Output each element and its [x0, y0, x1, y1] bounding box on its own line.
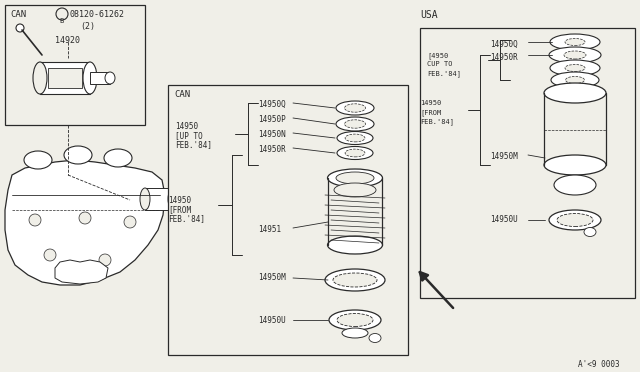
Ellipse shape: [325, 269, 385, 291]
Ellipse shape: [584, 228, 596, 237]
Ellipse shape: [24, 151, 52, 169]
Text: CAN: CAN: [174, 90, 190, 99]
Ellipse shape: [337, 131, 373, 144]
Ellipse shape: [336, 172, 374, 184]
Ellipse shape: [564, 51, 586, 59]
Text: 14950U: 14950U: [490, 215, 518, 224]
Ellipse shape: [565, 38, 585, 45]
Text: 14950R: 14950R: [490, 53, 518, 62]
Text: FEB.'84]: FEB.'84]: [420, 118, 454, 125]
Ellipse shape: [337, 314, 373, 327]
Circle shape: [56, 8, 68, 20]
Bar: [145, 188, 173, 210]
Text: [4950: [4950: [427, 52, 448, 59]
Text: FEB.'84]: FEB.'84]: [168, 214, 205, 223]
Ellipse shape: [345, 149, 365, 157]
Ellipse shape: [550, 34, 600, 50]
Ellipse shape: [64, 146, 92, 164]
Text: USA: USA: [420, 10, 438, 20]
Text: 14950R: 14950R: [258, 145, 285, 154]
Text: 14950P: 14950P: [258, 115, 285, 124]
Text: CUP TO: CUP TO: [427, 61, 452, 67]
Text: [FROM: [FROM: [420, 109, 441, 116]
Text: 14920: 14920: [55, 36, 80, 45]
Text: FEB.'84]: FEB.'84]: [175, 140, 212, 149]
Text: 14950: 14950: [420, 100, 441, 106]
Text: 14950: 14950: [175, 122, 198, 131]
Polygon shape: [5, 160, 165, 285]
Ellipse shape: [140, 188, 150, 210]
Ellipse shape: [329, 310, 381, 330]
Text: FEB.'84]: FEB.'84]: [427, 70, 461, 77]
Circle shape: [44, 249, 56, 261]
Ellipse shape: [369, 334, 381, 343]
Bar: [420, 28, 635, 298]
Ellipse shape: [342, 328, 368, 338]
Ellipse shape: [557, 214, 593, 227]
Text: [FROM: [FROM: [168, 205, 191, 214]
Ellipse shape: [336, 117, 374, 131]
Text: [UP TO: [UP TO: [175, 131, 203, 140]
Ellipse shape: [33, 62, 47, 94]
Bar: [90, 72, 110, 84]
Circle shape: [99, 254, 111, 266]
Ellipse shape: [328, 236, 383, 254]
Ellipse shape: [104, 149, 132, 167]
Ellipse shape: [345, 134, 365, 142]
Ellipse shape: [333, 273, 377, 287]
Text: B: B: [59, 18, 63, 24]
Text: 08120-61262: 08120-61262: [70, 10, 125, 19]
Bar: [48, 68, 82, 88]
Ellipse shape: [344, 120, 365, 128]
Circle shape: [29, 214, 41, 226]
Text: 14950Q: 14950Q: [490, 40, 518, 49]
Ellipse shape: [328, 169, 383, 187]
Ellipse shape: [550, 60, 600, 76]
Text: 14950: 14950: [168, 196, 191, 205]
Ellipse shape: [544, 83, 606, 103]
Ellipse shape: [83, 62, 97, 94]
Ellipse shape: [105, 72, 115, 84]
Text: 14950M: 14950M: [490, 152, 518, 161]
Ellipse shape: [565, 64, 585, 71]
Ellipse shape: [549, 47, 601, 63]
Ellipse shape: [549, 210, 601, 230]
Text: 14950Q: 14950Q: [258, 100, 285, 109]
Text: 14950N: 14950N: [258, 130, 285, 139]
Ellipse shape: [168, 188, 178, 210]
Ellipse shape: [344, 104, 365, 112]
Bar: [168, 85, 408, 355]
Ellipse shape: [337, 147, 373, 160]
Ellipse shape: [551, 72, 599, 88]
Text: 14950M: 14950M: [258, 273, 285, 282]
Text: A'<9 0003: A'<9 0003: [579, 360, 620, 369]
Bar: [5, 5, 145, 125]
Ellipse shape: [544, 155, 606, 175]
Circle shape: [79, 212, 91, 224]
Ellipse shape: [336, 101, 374, 115]
Ellipse shape: [554, 175, 596, 195]
Text: 14950U: 14950U: [258, 316, 285, 325]
Polygon shape: [55, 260, 108, 284]
Text: 14951: 14951: [258, 225, 281, 234]
Ellipse shape: [334, 183, 376, 197]
Circle shape: [16, 24, 24, 32]
Text: CAN: CAN: [10, 10, 26, 19]
Text: (2): (2): [80, 22, 95, 31]
Ellipse shape: [566, 77, 584, 83]
Bar: [40, 62, 90, 94]
Circle shape: [124, 216, 136, 228]
